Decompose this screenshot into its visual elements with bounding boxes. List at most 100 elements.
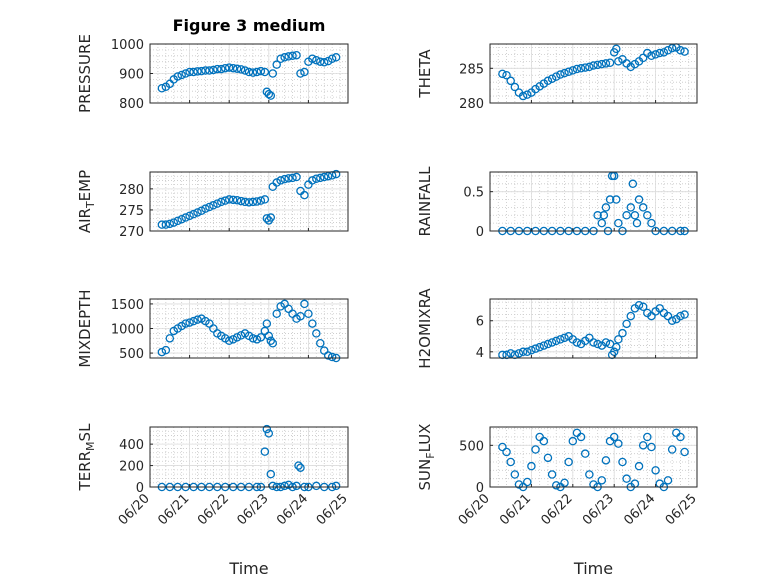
data-point xyxy=(217,64,226,74)
data-point xyxy=(547,74,557,83)
data-point xyxy=(236,65,246,74)
data-point xyxy=(272,309,281,318)
plot-area xyxy=(490,427,697,487)
data-point xyxy=(224,336,234,346)
data-point xyxy=(300,67,309,77)
data-point xyxy=(543,453,553,463)
data-point xyxy=(585,470,594,479)
data-point xyxy=(276,176,285,185)
data-point xyxy=(165,334,175,343)
data-point xyxy=(614,335,623,344)
data-point xyxy=(599,211,609,220)
data-point xyxy=(308,176,317,185)
data-point xyxy=(601,456,611,465)
data-point xyxy=(201,204,210,213)
data-point xyxy=(276,54,285,64)
data-point xyxy=(572,64,582,74)
data-point xyxy=(638,53,648,63)
x-tick-label: 06/25 xyxy=(314,491,351,528)
data-point xyxy=(268,338,278,348)
data-point xyxy=(589,338,598,347)
data-point xyxy=(527,461,536,471)
data-point xyxy=(531,445,540,454)
y-tick-label: 500 xyxy=(459,439,484,454)
data-point xyxy=(568,66,578,75)
data-point xyxy=(580,63,590,72)
data-point xyxy=(618,328,627,338)
data-point xyxy=(638,302,648,312)
data-point xyxy=(647,311,656,321)
data-point xyxy=(667,445,677,454)
x-axis-label: Time xyxy=(228,559,268,578)
data-point xyxy=(197,66,206,76)
y-axis-label: H2OMIXRA xyxy=(416,288,434,369)
data-point xyxy=(634,300,644,310)
data-point xyxy=(181,319,190,328)
data-point xyxy=(597,476,607,485)
data-point xyxy=(312,481,321,491)
data-point xyxy=(177,70,186,80)
data-point xyxy=(213,199,222,208)
subplot-1: 800 900 1000 PRESSURE Figure 3 medium xyxy=(76,16,349,113)
data-point xyxy=(189,67,198,77)
y-tick-label: 900 xyxy=(119,68,144,83)
y-tick-label: 280 xyxy=(459,97,484,112)
data-point xyxy=(244,198,254,207)
x-tick-label: 06/20 xyxy=(456,491,493,528)
data-point xyxy=(240,197,250,207)
data-point xyxy=(256,196,266,205)
data-point xyxy=(280,53,289,62)
series-markers xyxy=(157,299,341,363)
data-point xyxy=(612,342,621,352)
data-point xyxy=(643,211,652,220)
data-point xyxy=(193,208,202,217)
x-tick-label: 06/24 xyxy=(621,491,658,528)
data-point xyxy=(498,442,507,452)
data-point xyxy=(634,461,644,471)
y-tick-label: 500 xyxy=(119,347,144,362)
data-point xyxy=(543,339,553,349)
data-point xyxy=(157,84,167,93)
y-tick-label: 1500 xyxy=(111,298,144,313)
y-tick-label: 6 xyxy=(476,315,484,330)
data-point xyxy=(228,195,238,205)
data-point xyxy=(676,45,685,55)
data-point xyxy=(185,211,194,221)
data-point xyxy=(506,76,515,86)
data-point xyxy=(331,481,341,491)
data-point xyxy=(531,344,540,353)
data-point xyxy=(634,195,644,204)
data-point xyxy=(564,67,573,77)
data-point xyxy=(157,220,167,229)
data-point xyxy=(601,338,611,347)
data-point xyxy=(266,213,276,222)
data-point xyxy=(312,174,321,183)
subplot-6: 4 6 H2OMIXRA xyxy=(416,288,698,369)
data-point xyxy=(205,66,214,75)
y-tick-label: 275 xyxy=(119,204,144,219)
y-tick-label: 800 xyxy=(119,97,144,112)
y-axis-label: RAINFALL xyxy=(416,166,434,237)
data-point xyxy=(252,335,262,344)
data-point xyxy=(663,311,673,321)
data-point xyxy=(213,64,222,74)
y-tick-label: 0.5 xyxy=(463,186,484,201)
data-point xyxy=(663,45,673,55)
subplot-4: 0 0.5 RAINFALL xyxy=(416,166,698,240)
data-point xyxy=(655,304,664,313)
data-point xyxy=(680,47,689,56)
data-point xyxy=(523,477,532,487)
data-point xyxy=(589,480,598,489)
x-tick-label: 06/23 xyxy=(580,491,617,528)
data-point xyxy=(605,195,615,204)
axes-box xyxy=(149,426,349,488)
data-point xyxy=(185,318,194,327)
data-point xyxy=(264,89,274,99)
data-point xyxy=(510,470,520,479)
data-point xyxy=(651,466,660,475)
data-point xyxy=(643,432,652,442)
data-point xyxy=(323,171,333,181)
data-point xyxy=(630,211,640,220)
data-point xyxy=(622,319,631,329)
data-point xyxy=(518,347,528,357)
